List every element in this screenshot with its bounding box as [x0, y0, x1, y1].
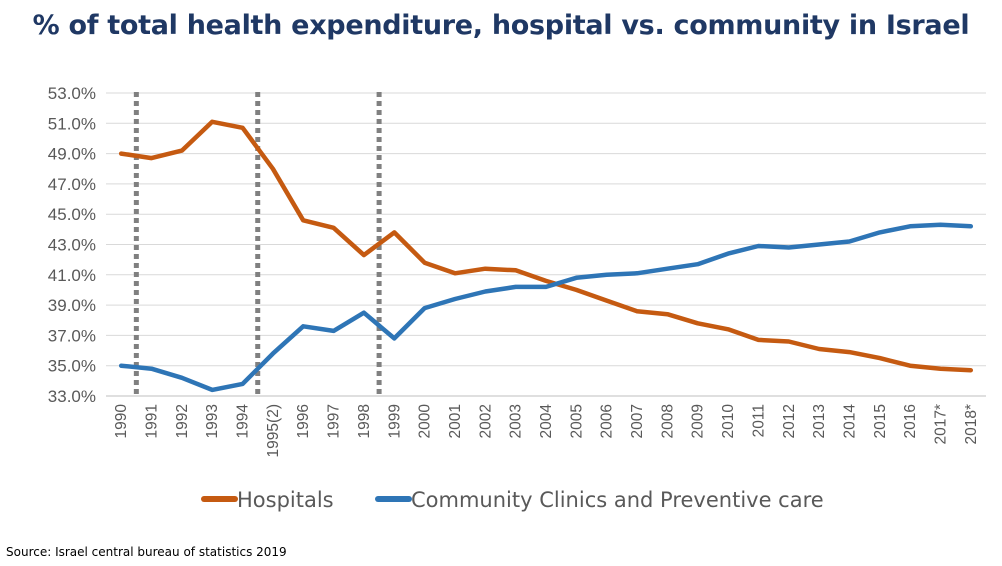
y-tick-label: 49.0% — [48, 145, 96, 164]
x-tick-label: 2018* — [963, 404, 980, 445]
reference-lines — [133, 92, 382, 396]
x-tick-label: 1996 — [295, 404, 312, 438]
x-tick-label: 1993 — [204, 404, 221, 438]
x-tick-label: 2008 — [659, 404, 676, 438]
x-tick-label: 2010 — [720, 404, 737, 439]
x-tick-label: 2002 — [477, 404, 494, 438]
series-lines — [118, 119, 974, 393]
y-axis-ticks: 33.0% 35.0% 37.0% 39.0% 41.0% 43.0% 45.0% 47.0%… — [48, 84, 96, 406]
x-tick-label: 2014 — [841, 404, 858, 439]
source-note: Source: Israel central bureau of statist… — [6, 545, 287, 559]
x-tick-label: 2001 — [447, 404, 464, 438]
x-tick-label: 2017* — [932, 404, 949, 445]
x-tick-label: 2012 — [781, 404, 798, 438]
x-tick-label: 2015 — [872, 404, 889, 438]
y-tick-label: 39.0% — [48, 296, 96, 315]
y-tick-label: 51.0% — [48, 114, 96, 133]
y-tick-label: 33.0% — [48, 387, 96, 406]
x-tick-label: 2013 — [811, 404, 828, 438]
x-tick-label: 2005 — [568, 404, 585, 438]
y-tick-label: 45.0% — [48, 205, 96, 224]
x-tick-label: 1994 — [235, 404, 252, 439]
x-axis-ticks: 1990 1991 1992 1993 1994 1995(2) 1996 1997 1998 1… — [113, 404, 980, 458]
x-tick-label: 2009 — [690, 404, 707, 438]
y-tick-label: 47.0% — [48, 175, 96, 194]
legend: Hospitals Community Clinics and Preventiv… — [201, 488, 824, 512]
y-tick-label: 53.0% — [48, 84, 96, 103]
chart-title: % of total health expenditure, hospital … — [32, 10, 970, 41]
x-tick-label: 1999 — [386, 404, 403, 438]
y-tick-label: 41.0% — [48, 266, 96, 285]
y-tick-label: 43.0% — [48, 236, 96, 255]
gridlines — [106, 92, 986, 397]
x-tick-label: 2000 — [417, 404, 434, 439]
x-tick-label: 1992 — [174, 404, 191, 438]
series-line — [118, 222, 974, 393]
x-tick-label: 1990 — [113, 404, 130, 439]
x-tick-label: 1991 — [144, 404, 161, 438]
x-tick-label: 2006 — [599, 404, 616, 438]
legend-label: Hospitals — [237, 488, 334, 512]
x-tick-label: 1995(2) — [265, 404, 282, 457]
x-tick-label: 2004 — [538, 404, 555, 439]
series-line — [118, 119, 974, 373]
x-tick-label: 1998 — [356, 404, 373, 438]
y-tick-label: 37.0% — [48, 326, 96, 345]
x-tick-label: 1997 — [326, 404, 343, 438]
legend-label: Community Clinics and Preventive care — [411, 488, 824, 512]
x-tick-label: 2011 — [750, 404, 767, 437]
x-tick-label: 2007 — [629, 404, 646, 438]
x-tick-label: 2003 — [508, 404, 525, 438]
y-tick-label: 35.0% — [48, 357, 96, 376]
x-tick-label: 2016 — [902, 404, 919, 438]
